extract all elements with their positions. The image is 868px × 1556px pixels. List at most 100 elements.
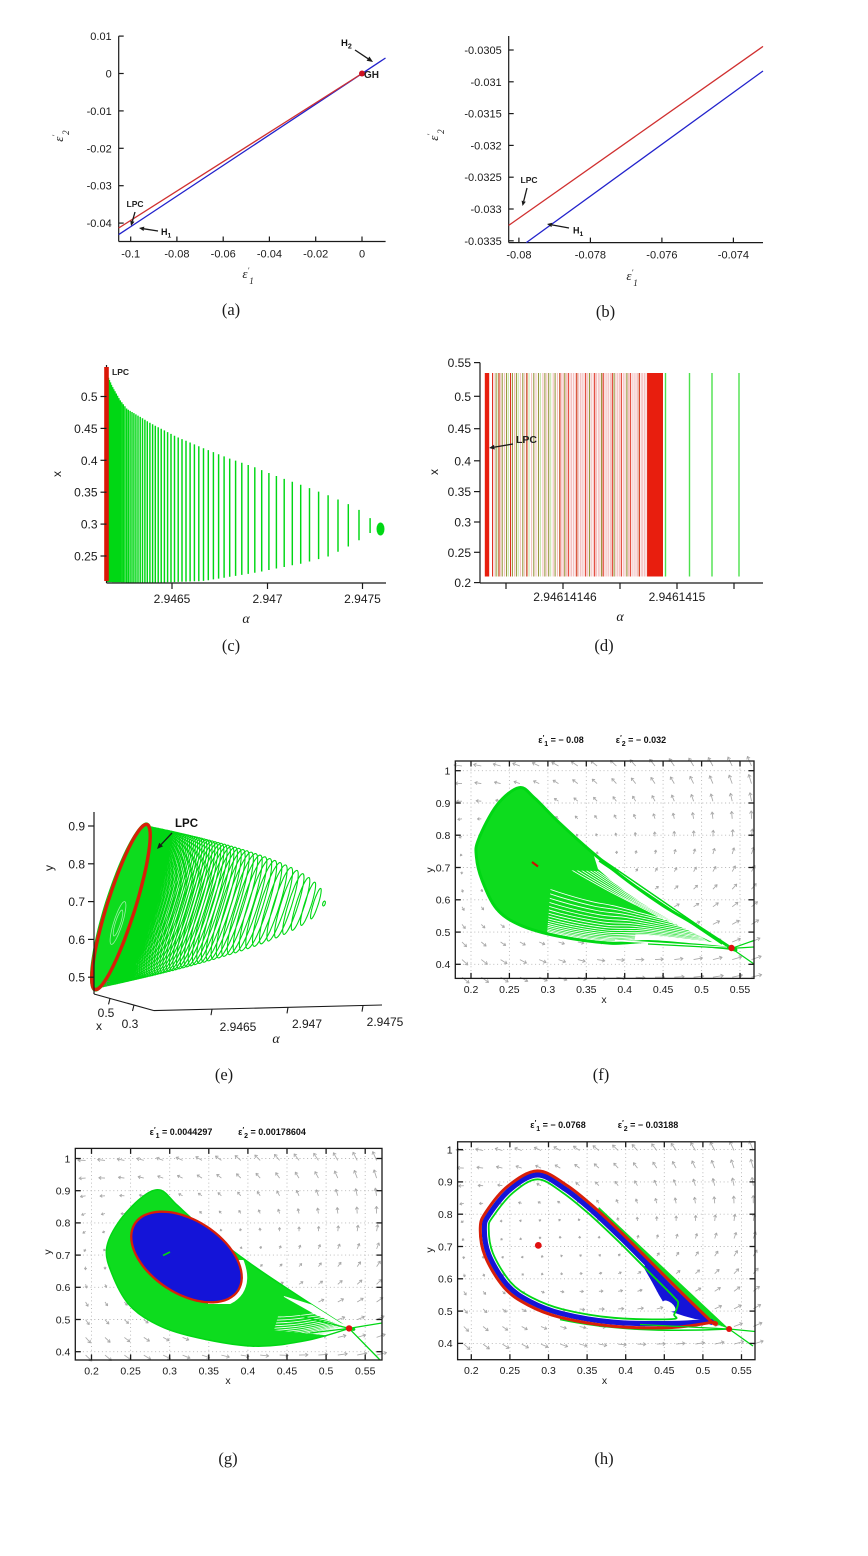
svg-text:ε′2 = − 0.03188: ε′2 = − 0.03188	[618, 1120, 678, 1133]
svg-text:0.5: 0.5	[68, 971, 85, 985]
svg-text:0.7: 0.7	[68, 895, 85, 909]
svg-text:α: α	[272, 1032, 280, 1047]
svg-text:0.6: 0.6	[436, 895, 451, 907]
svg-text:-0.076: -0.076	[646, 250, 677, 262]
svg-text:0.4: 0.4	[618, 1365, 633, 1377]
svg-text:0.35: 0.35	[576, 984, 597, 996]
svg-text:0.7: 0.7	[56, 1250, 71, 1262]
svg-text:0.55: 0.55	[730, 984, 751, 996]
svg-text:x: x	[602, 1375, 608, 1387]
svg-text:(g): (g)	[218, 1449, 237, 1468]
svg-text:0.25: 0.25	[448, 546, 472, 560]
svg-text:x: x	[96, 1019, 102, 1033]
svg-text:0.8: 0.8	[56, 1218, 71, 1230]
svg-text:(c): (c)	[222, 636, 240, 655]
svg-text:1: 1	[64, 1153, 70, 1165]
svg-text:0.4: 0.4	[454, 454, 471, 468]
svg-text:(b): (b)	[596, 302, 615, 321]
svg-text:y: y	[42, 1249, 54, 1255]
svg-text:y: y	[424, 1247, 436, 1253]
svg-text:0.35: 0.35	[577, 1365, 598, 1377]
svg-text:0: 0	[106, 69, 112, 81]
svg-text:0.3: 0.3	[541, 1365, 556, 1377]
svg-text:-0.03: -0.03	[87, 181, 112, 193]
svg-text:0.2: 0.2	[454, 576, 471, 590]
svg-text:0.25: 0.25	[499, 984, 520, 996]
svg-text:0.4: 0.4	[81, 454, 98, 468]
svg-text:-0.033: -0.033	[470, 204, 501, 216]
svg-text:x: x	[427, 469, 441, 475]
svg-text:0.5: 0.5	[438, 1306, 453, 1318]
svg-text:C: C	[105, 981, 110, 988]
svg-text:α: α	[242, 612, 250, 627]
svg-text:0.45: 0.45	[277, 1366, 298, 1378]
svg-text:0.2: 0.2	[464, 984, 479, 996]
svg-text:(a): (a)	[222, 300, 240, 319]
svg-text:0.2: 0.2	[84, 1366, 99, 1378]
svg-text:ε′2 = − 0.032: ε′2 = − 0.032	[616, 735, 666, 748]
svg-text:0.45: 0.45	[74, 422, 98, 436]
svg-text:0.35: 0.35	[448, 485, 472, 499]
svg-text:-0.01: -0.01	[87, 106, 112, 118]
svg-text:0.3: 0.3	[541, 984, 556, 996]
svg-text:-0.074: -0.074	[718, 250, 749, 262]
svg-text:0.25: 0.25	[74, 550, 98, 564]
svg-text:x: x	[50, 471, 64, 477]
svg-text:-0.0335: -0.0335	[464, 236, 501, 248]
svg-text:0.45: 0.45	[448, 422, 472, 436]
svg-text:0.5: 0.5	[454, 390, 471, 404]
svg-text:0.5: 0.5	[694, 984, 709, 996]
svg-text:x: x	[601, 994, 607, 1006]
svg-text:0.5: 0.5	[56, 1314, 71, 1326]
svg-text:0.4: 0.4	[436, 959, 451, 971]
svg-text:GH: GH	[364, 70, 379, 81]
svg-text:0.3: 0.3	[81, 518, 98, 532]
svg-text:ε′1 = − 0.0768: ε′1 = − 0.0768	[530, 1120, 585, 1133]
svg-text:2.947: 2.947	[252, 592, 282, 606]
svg-text:0.9: 0.9	[68, 820, 85, 834]
svg-text:0.45: 0.45	[653, 984, 674, 996]
svg-text:(e): (e)	[215, 1065, 233, 1084]
svg-text:2.9475: 2.9475	[367, 1015, 404, 1029]
svg-text:(d): (d)	[594, 636, 613, 655]
svg-text:ε′1 = 0.0044297: ε′1 = 0.0044297	[150, 1127, 213, 1140]
svg-text:0.3: 0.3	[454, 516, 471, 530]
svg-text:0.9: 0.9	[436, 798, 451, 810]
svg-text:0.7: 0.7	[436, 862, 451, 874]
svg-text:0.9: 0.9	[56, 1186, 71, 1198]
svg-text:0.5: 0.5	[81, 390, 98, 404]
svg-text:2.947: 2.947	[292, 1017, 322, 1031]
svg-text:-0.031: -0.031	[470, 77, 501, 89]
svg-text:ε′2: ε′2	[51, 130, 71, 142]
svg-text:(h): (h)	[594, 1449, 613, 1468]
svg-text:1: 1	[444, 766, 450, 778]
svg-text:0.2: 0.2	[464, 1365, 479, 1377]
svg-text:-0.0305: -0.0305	[464, 45, 501, 57]
svg-text:y: y	[424, 867, 436, 873]
svg-text:x: x	[225, 1375, 231, 1387]
svg-text:0.4: 0.4	[617, 984, 632, 996]
svg-text:0: 0	[359, 249, 365, 261]
svg-text:0.45: 0.45	[654, 1365, 675, 1377]
svg-text:0.7: 0.7	[438, 1241, 453, 1253]
svg-text:0.55: 0.55	[448, 356, 472, 370]
svg-text:-0.04: -0.04	[87, 218, 112, 230]
svg-text:LPC: LPC	[127, 199, 144, 209]
svg-text:y: y	[42, 865, 56, 871]
svg-text:2.9465: 2.9465	[154, 592, 191, 606]
svg-text:0.55: 0.55	[355, 1366, 376, 1378]
svg-text:-0.06: -0.06	[211, 249, 236, 261]
svg-text:0.55: 0.55	[731, 1365, 752, 1377]
svg-text:0.35: 0.35	[74, 486, 98, 500]
svg-text:0.6: 0.6	[438, 1274, 453, 1286]
svg-text:-0.08: -0.08	[506, 250, 531, 262]
svg-text:0.6: 0.6	[56, 1282, 71, 1294]
svg-text:-0.08: -0.08	[164, 249, 189, 261]
svg-text:0.4: 0.4	[56, 1347, 71, 1359]
svg-text:ε′1 = − 0.08: ε′1 = − 0.08	[538, 735, 583, 748]
svg-text:-0.078: -0.078	[575, 250, 606, 262]
svg-text:H2: H2	[341, 38, 352, 51]
svg-text:LPC: LPC	[175, 818, 198, 830]
svg-text:0.9: 0.9	[438, 1177, 453, 1189]
svg-text:(f): (f)	[593, 1065, 609, 1084]
